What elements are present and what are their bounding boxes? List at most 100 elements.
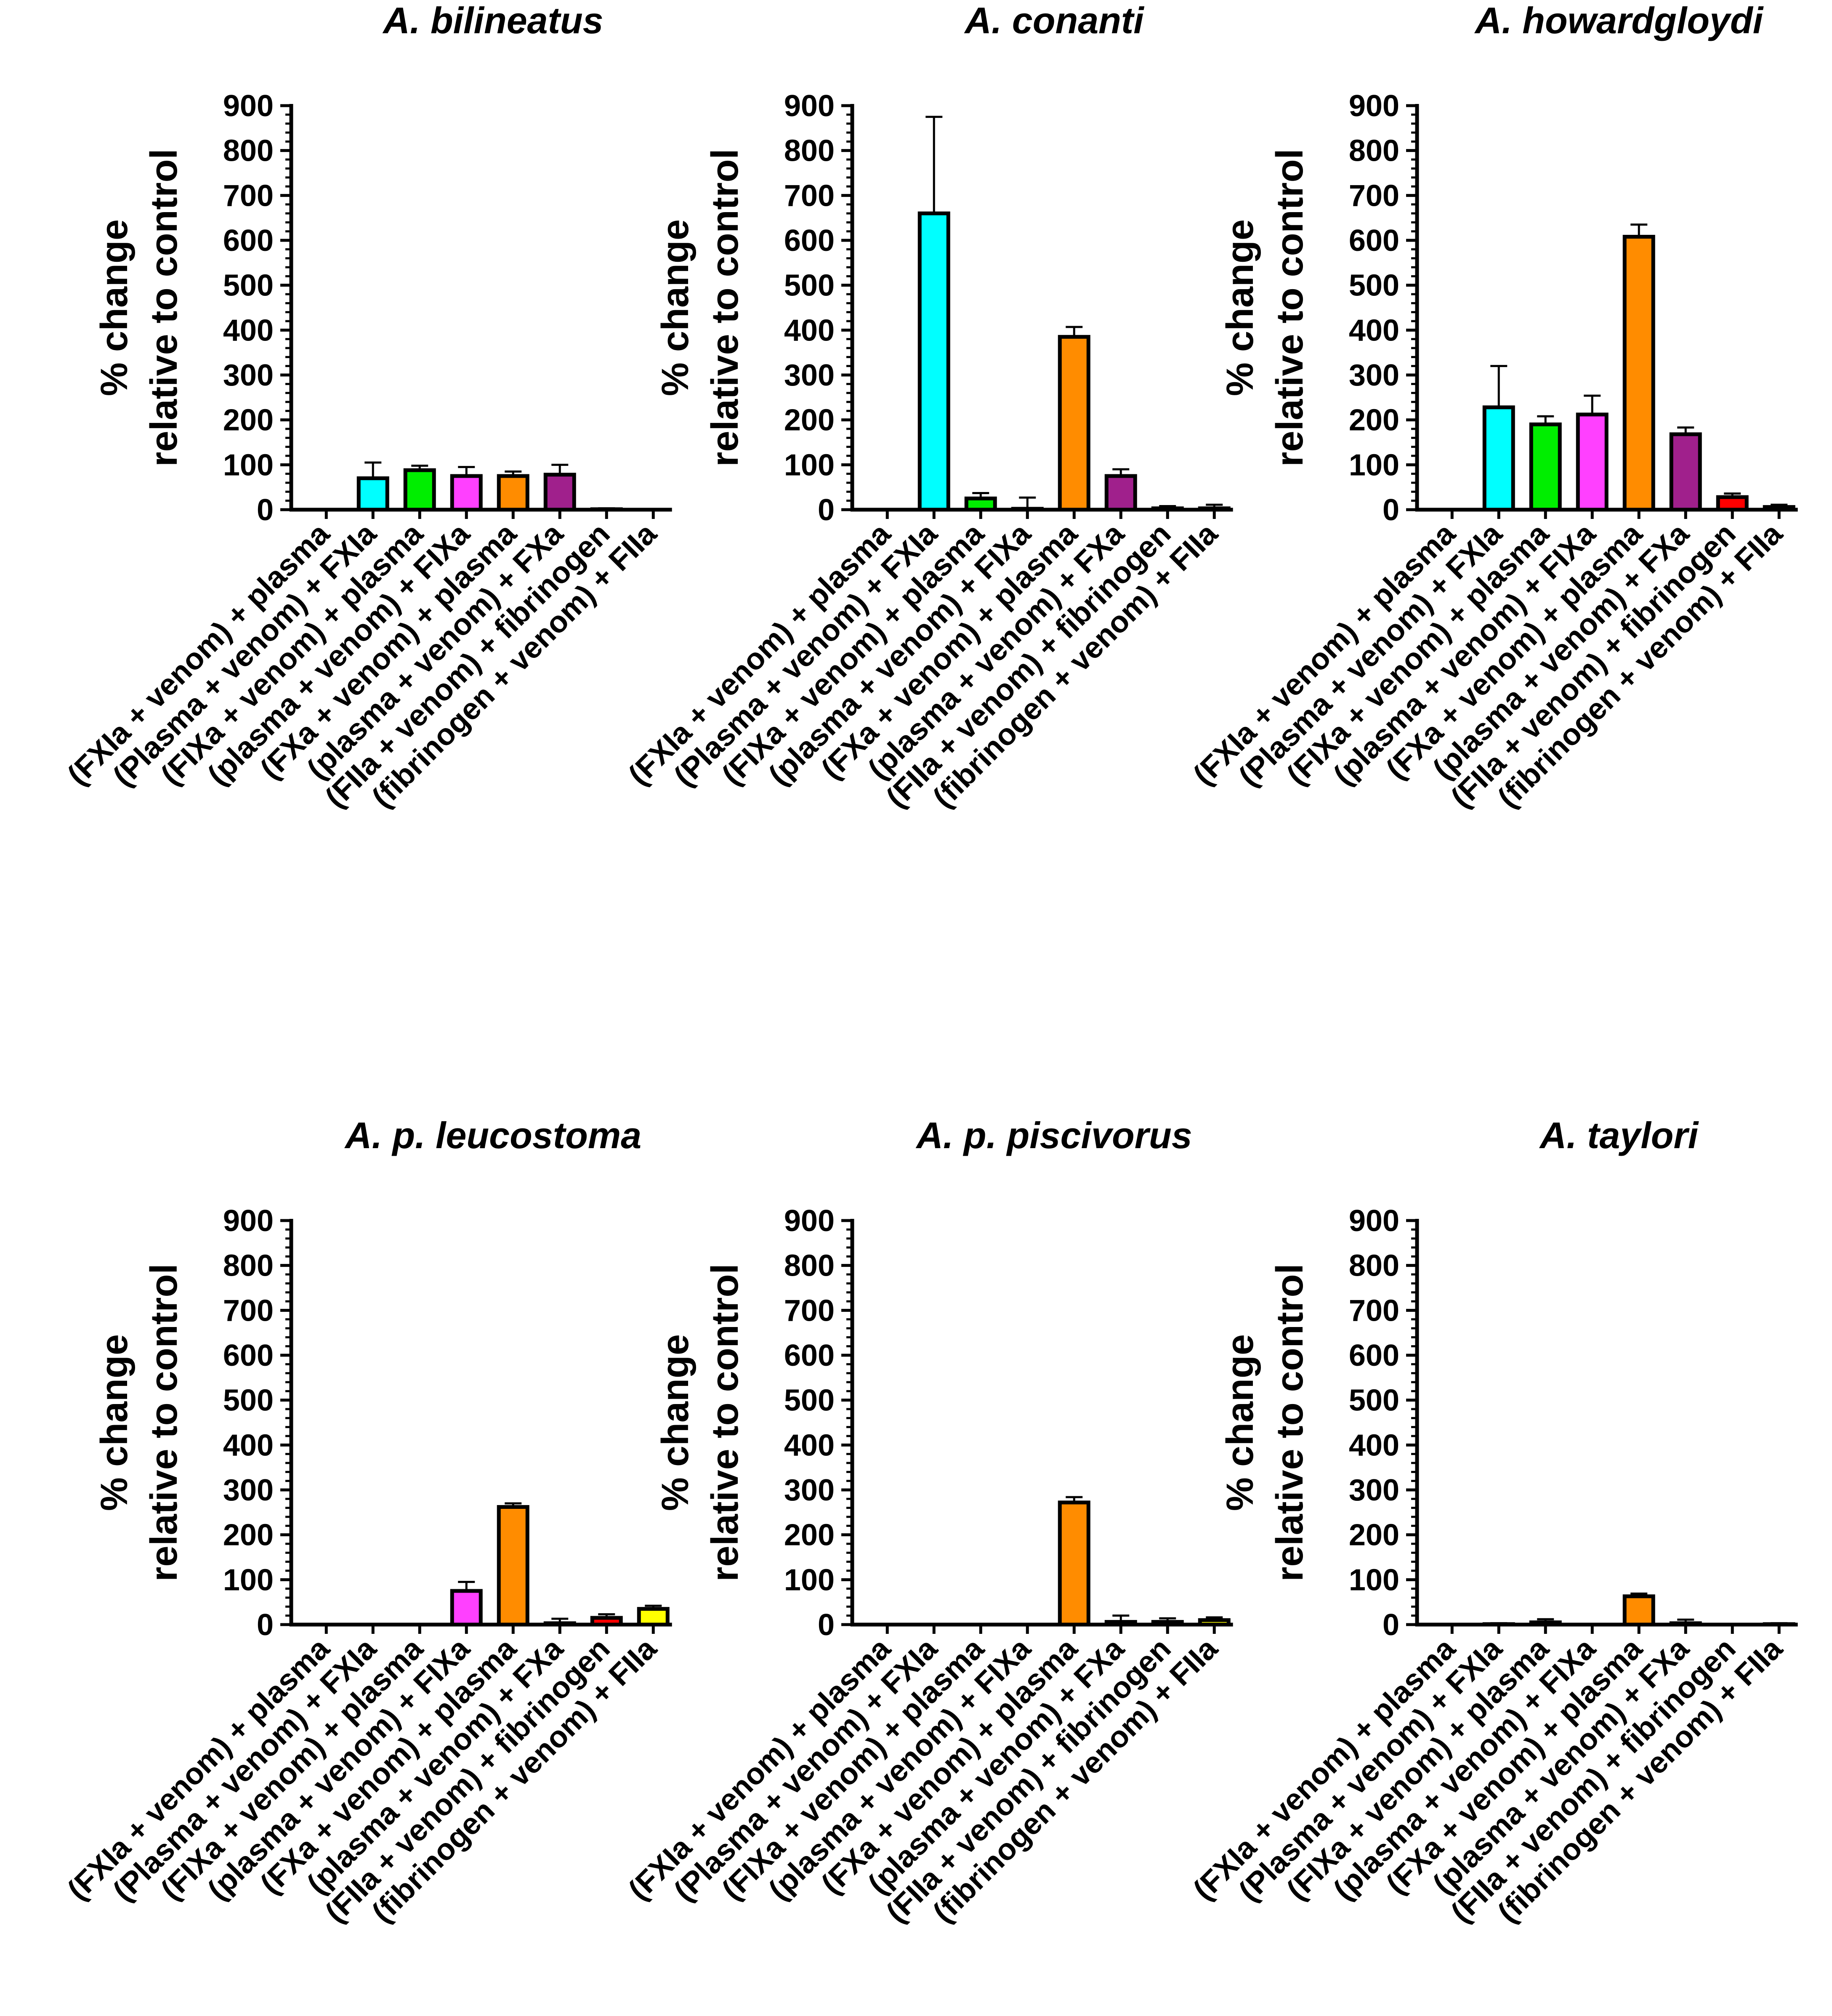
y-axis-label: % change relative to control (1219, 149, 1311, 466)
y-tick-label: 500 (784, 269, 835, 303)
y-tick-label: 100 (1349, 1563, 1399, 1597)
y-tick-label: 0 (818, 493, 835, 527)
y-axis-label-line1: % change (654, 1334, 697, 1511)
y-tick-label: 600 (1349, 1339, 1399, 1372)
y-axis-label-line1: % change (93, 219, 136, 396)
y-axis-label: % change relative to control (654, 149, 746, 466)
chart-panel: A. p. leucostoma % change relative to cont… (61, 1114, 672, 1929)
y-axis-label-line2: relative to control (143, 1263, 185, 1581)
y-tick-label: 100 (223, 448, 274, 482)
bar (1011, 507, 1044, 512)
bar (1058, 335, 1090, 512)
chart-title: A. conanti (964, 0, 1144, 41)
bar (1482, 1622, 1515, 1627)
y-tick-label: 400 (1349, 314, 1399, 347)
y-tick-label: 200 (1349, 404, 1399, 437)
y-tick-label: 400 (784, 1428, 835, 1462)
chart-title: A. p. piscivorus (915, 1114, 1192, 1156)
bar (497, 474, 529, 512)
y-axis-label-line2: relative to control (704, 1263, 746, 1581)
y-tick-label: 700 (223, 1294, 274, 1327)
chart-title: A. bilineatus (382, 0, 603, 41)
y-tick-label: 100 (223, 1563, 274, 1597)
error-bar (1490, 365, 1508, 407)
bar (1198, 506, 1231, 512)
y-tick-label: 200 (1349, 1519, 1399, 1552)
y-tick-label: 500 (223, 1384, 274, 1418)
chart-title: A. howardgloydi (1474, 0, 1764, 41)
y-axis-label-line2: relative to control (143, 149, 185, 466)
y-tick-label: 300 (784, 1473, 835, 1507)
y-tick-label: 500 (784, 1384, 835, 1418)
y-tick-label: 700 (1349, 179, 1399, 213)
chart-title: A. taylori (1539, 1114, 1699, 1156)
bar (1763, 505, 1795, 512)
y-tick-label: 800 (223, 1249, 274, 1283)
bar (917, 211, 950, 512)
chart-panel: A. p. piscivorus % change relative to cont… (622, 1114, 1233, 1929)
bar (497, 1505, 529, 1627)
y-axis-label-line2: relative to control (1269, 1263, 1311, 1581)
y-tick-label: 800 (784, 134, 835, 168)
y-tick-label: 800 (1349, 1249, 1399, 1283)
y-tick-label: 200 (223, 404, 274, 437)
y-tick-label: 500 (1349, 1384, 1399, 1418)
bar (1669, 432, 1702, 512)
panels: A. bilineatus% change relative to control… (61, 0, 1798, 1929)
bar (1482, 405, 1515, 512)
bar (1104, 474, 1137, 512)
y-tick-label: 300 (223, 1473, 274, 1507)
y-tick-label: 800 (784, 1249, 835, 1283)
bar (543, 1621, 576, 1627)
y-tick-label: 0 (257, 493, 274, 527)
y-tick-label: 600 (223, 1339, 274, 1372)
y-tick-label: 800 (1349, 134, 1399, 168)
chart-panel: A. howardgloydi % change relative to contr… (1187, 0, 1798, 814)
y-tick-label: 900 (223, 1204, 274, 1238)
y-tick-label: 500 (1349, 269, 1399, 303)
y-axis-label: % change relative to control (93, 1263, 185, 1581)
error-bar (364, 461, 382, 479)
bar (450, 1589, 483, 1627)
chart-panel: A. conanti % change relative to control 0 10… (622, 0, 1233, 814)
y-tick-label: 400 (784, 314, 835, 347)
y-tick-label: 0 (257, 1608, 274, 1642)
y-axis-label-line1: % change (1219, 219, 1261, 396)
y-tick-label: 500 (223, 269, 274, 303)
y-axis-label-line2: relative to control (1269, 149, 1311, 466)
bar (1151, 506, 1184, 512)
bar (403, 468, 436, 512)
bar (543, 473, 576, 512)
y-tick-label: 700 (784, 1294, 835, 1327)
bar (1669, 1621, 1702, 1627)
y-tick-label: 900 (1349, 89, 1399, 123)
y-axis-label-line1: % change (1219, 1334, 1261, 1511)
bar (1151, 1620, 1184, 1627)
y-tick-label: 900 (223, 89, 274, 123)
bar (1198, 1618, 1231, 1627)
y-tick-label: 900 (784, 89, 835, 123)
y-tick-label: 300 (1349, 1473, 1399, 1507)
y-tick-label: 300 (1349, 359, 1399, 392)
bar (590, 1616, 623, 1627)
error-bar (925, 116, 943, 213)
y-tick-label: 200 (784, 404, 835, 437)
bar (1763, 1622, 1795, 1627)
y-axis-label: % change relative to control (1219, 1263, 1311, 1581)
y-tick-label: 0 (818, 1608, 835, 1642)
bar (1716, 495, 1749, 512)
chart-panel: A. taylori % change relative to control 0 10… (1187, 1114, 1798, 1929)
y-axis-label-line2: relative to control (704, 149, 746, 466)
bar (1058, 1500, 1090, 1627)
y-tick-label: 700 (1349, 1294, 1399, 1327)
y-tick-label: 300 (784, 359, 835, 392)
y-tick-label: 200 (223, 1519, 274, 1552)
bar (964, 496, 997, 512)
bar (1622, 234, 1655, 512)
y-tick-label: 400 (1349, 1428, 1399, 1462)
y-tick-label: 100 (784, 448, 835, 482)
y-tick-label: 600 (784, 224, 835, 258)
y-tick-label: 600 (784, 1339, 835, 1372)
bar (1576, 412, 1609, 512)
